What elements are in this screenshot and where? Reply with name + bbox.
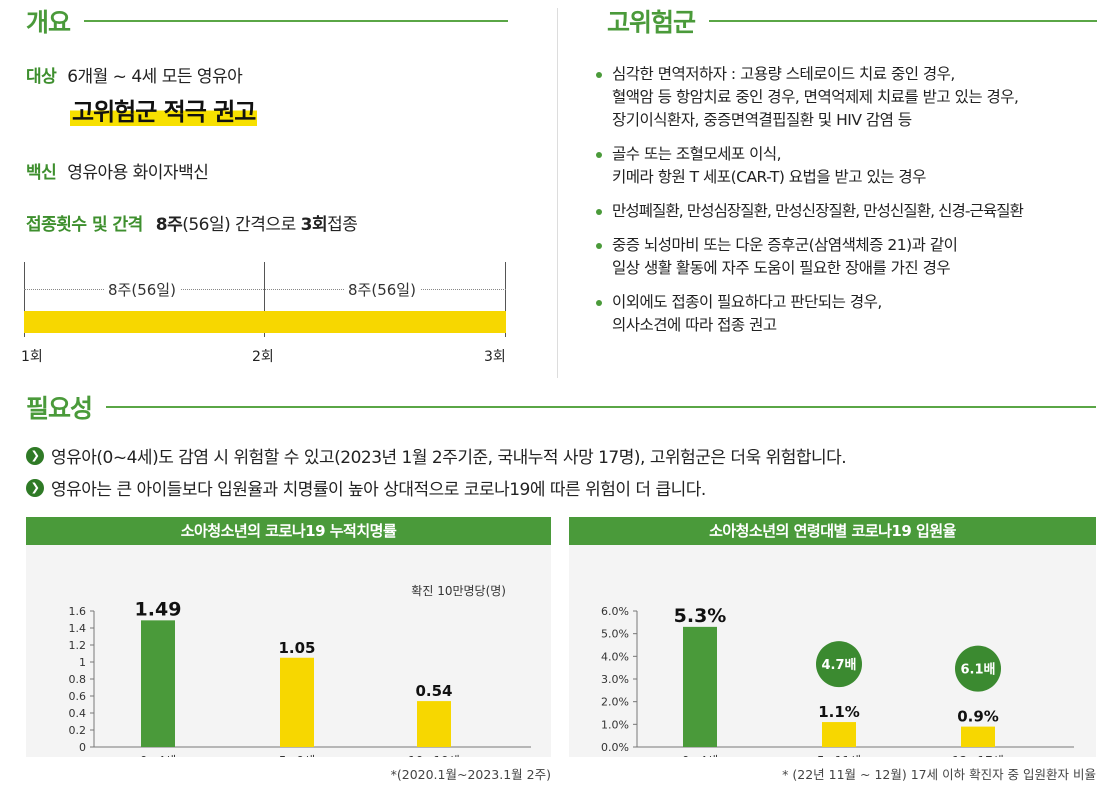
y-tick-label: 0.2 [69, 724, 87, 737]
highlight-text: 고위험군 적극 권고 [70, 98, 258, 126]
timeline-tick-1 [24, 262, 25, 337]
vaccine-label: 백신 [26, 163, 57, 183]
high-risk-item: 만성폐질환, 만성심장질환, 만성신장질환, 만성신질환, 신경-근육질환 [596, 200, 1101, 223]
y-tick-label: 3.0% [601, 673, 629, 686]
arrow-right-icon: ❯ [26, 446, 44, 465]
ratio-badge-label: 4.7배 [822, 657, 857, 673]
y-tick-label: 1 [79, 656, 86, 669]
y-tick-label: 1.4 [69, 622, 87, 635]
target-label: 대상 [26, 67, 57, 87]
dose-label-2: 2회 [252, 349, 274, 365]
x-tick-label: 0~4세 [140, 754, 176, 757]
hospitalization-chart-panel: 소아청소년의 연령대별 코로나19 입원율 0.0% 1.0% 2.0% 3.0% 4.… [569, 517, 1096, 757]
target-value: 6개월 ~ 4세 모든 영유아 [67, 67, 243, 87]
high-risk-list: 심각한 면역저하자 : 고용량 스테로이드 치료 중인 경우, 혈액암 등 항암… [596, 63, 1101, 348]
data-label: 1.1% [818, 703, 860, 721]
dose-timeline: 8주(56일) 8주(56일) 1회 2회 3회 [21, 262, 508, 372]
high-risk-item: 골수 또는 조혈모세포 이식, 키메라 항원 T 세포(CAR-T) 요법을 받… [596, 143, 1101, 189]
bar [683, 626, 717, 747]
data-label: 0.9% [957, 708, 999, 726]
schedule-end: 접종 [327, 215, 358, 235]
necessity-title: 필요성 [26, 390, 1096, 424]
y-tick-label: 0.6 [69, 690, 87, 703]
hospitalization-chart-footnote: * (22년 11월 ~ 12월) 17세 이하 확진자 중 입원환자 비율 [782, 767, 1096, 782]
x-tick-label: 0~4세 [682, 754, 718, 757]
fatality-chart-footnote: *(2020.1월~2023.1월 2주) [390, 767, 551, 782]
x-tick-label: 5~11세 [817, 754, 861, 757]
interval-label-1: 8주(56일) [104, 279, 180, 300]
vaccine-row: 백신 영유아용 화이자백신 [26, 158, 209, 183]
y-tick-label: 0.0% [601, 741, 629, 754]
high-risk-title: 고위험군 [607, 4, 1097, 38]
y-tick-label: 0.4 [69, 707, 87, 720]
unit-label: 확진 10만명당(명) [411, 584, 506, 598]
arrow-right-icon: ❯ [26, 478, 44, 497]
y-tick-label: 0.8 [69, 673, 87, 686]
x-tick-label: 10~19세 [408, 754, 460, 757]
timeline-bar [24, 311, 506, 333]
fatality-chart: 확진 10만명당(명) 0 0.2 0.4 0.6 0.8 1 1.2 1.4 1.6 1.49 0~… [69, 584, 531, 757]
hospitalization-chart: 0.0% 1.0% 2.0% 3.0% 4.0% 5.0% 6.0% 5.3% 0~4세 1.1%… [601, 605, 1074, 757]
bar [280, 657, 314, 747]
data-label: 1.49 [135, 598, 182, 620]
schedule-row: 접종횟수 및 간격 8주(56일) 간격으로 3회접종 [26, 210, 358, 235]
schedule-mid: (56일) 간격으로 [182, 215, 301, 235]
y-tick-label: 1.0% [601, 718, 629, 731]
vaccine-value: 영유아용 화이자백신 [67, 163, 209, 183]
high-risk-item: 심각한 면역저하자 : 고용량 스테로이드 치료 중인 경우, 혈액암 등 항암… [596, 63, 1101, 132]
data-label: 0.54 [415, 682, 452, 700]
necessity-line-1: ❯ 영유아(0~4세)도 감염 시 위험할 수 있고(2023년 1월 2주기준… [26, 443, 1106, 468]
y-tick-label: 4.0% [601, 650, 629, 663]
y-tick-label: 1.2 [69, 639, 87, 652]
overview-title: 개요 [26, 4, 508, 38]
high-risk-item: 이외에도 접종이 필요하다고 판단되는 경우, 의사소견에 따라 접종 권고 [596, 291, 1101, 337]
fatality-chart-title: 소아청소년의 코로나19 누적치명률 [26, 517, 551, 545]
y-tick-label: 2.0% [601, 696, 629, 709]
ratio-badge [816, 641, 862, 688]
column-divider [557, 8, 558, 378]
necessity-title-line [106, 406, 1096, 408]
schedule-label: 접종횟수 및 간격 [26, 215, 143, 235]
timeline-dotted-line [24, 289, 506, 290]
y-tick-label: 6.0% [601, 605, 629, 618]
ratio-badge [955, 645, 1001, 692]
ratio-badge-label: 6.1배 [961, 662, 996, 678]
timeline-tick-3 [505, 262, 506, 337]
bar [141, 620, 175, 747]
y-tick-label: 5.0% [601, 628, 629, 641]
bar [961, 726, 995, 747]
x-tick-label: 12~17세 [952, 754, 1004, 757]
hospitalization-chart-title: 소아청소년의 연령대별 코로나19 입원율 [569, 517, 1096, 545]
data-label: 5.3% [674, 605, 727, 627]
bar [417, 701, 451, 747]
bar [822, 722, 856, 747]
dose-label-1: 1회 [21, 349, 43, 365]
interval-label-2: 8주(56일) [344, 279, 420, 300]
y-tick-label: 0 [79, 741, 86, 754]
data-label: 1.05 [278, 639, 315, 657]
fatality-chart-panel: 소아청소년의 코로나19 누적치명률 확진 10만명당(명) 0 0.2 0.4 0.6… [26, 517, 551, 757]
target-row: 대상 6개월 ~ 4세 모든 영유아 [26, 62, 243, 87]
schedule-weeks: 8주 [155, 215, 183, 235]
necessity-line-2: ❯ 영유아는 큰 아이들보다 입원율과 치명률이 높아 상대적으로 코로나19에… [26, 475, 1106, 500]
y-tick-label: 1.6 [69, 605, 87, 618]
high-risk-title-line [709, 20, 1097, 22]
overview-title-line [84, 20, 508, 22]
schedule-doses: 3회 [300, 215, 328, 235]
dose-label-3: 3회 [484, 349, 506, 365]
x-tick-label: 5~9세 [279, 754, 315, 757]
timeline-tick-2 [264, 262, 265, 337]
high-risk-item: 중증 뇌성마비 또는 다운 증후군(삼염색체증 21)과 같이 일상 생활 활동… [596, 234, 1101, 280]
